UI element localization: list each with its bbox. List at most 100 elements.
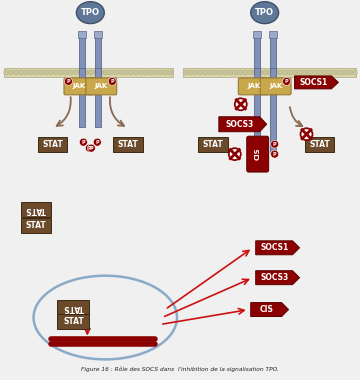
FancyBboxPatch shape [21, 203, 50, 217]
Text: STAT: STAT [202, 140, 223, 149]
Circle shape [337, 70, 342, 75]
Text: JAK: JAK [269, 83, 282, 89]
Circle shape [143, 70, 148, 75]
FancyBboxPatch shape [198, 137, 228, 152]
Circle shape [80, 138, 87, 146]
Circle shape [248, 70, 253, 75]
Circle shape [108, 70, 113, 75]
Text: P: P [285, 79, 288, 84]
Bar [270, 35, 276, 73]
Circle shape [307, 70, 312, 75]
Circle shape [233, 70, 238, 75]
FancyBboxPatch shape [113, 137, 143, 152]
Circle shape [188, 70, 193, 75]
Circle shape [288, 70, 293, 75]
Text: P: P [82, 140, 85, 145]
Circle shape [263, 70, 268, 75]
Circle shape [218, 70, 223, 75]
Circle shape [64, 78, 72, 86]
Text: TPO: TPO [255, 8, 274, 17]
Text: TPO: TPO [81, 8, 100, 17]
Circle shape [228, 70, 233, 75]
FancyBboxPatch shape [86, 78, 117, 95]
Circle shape [352, 70, 357, 75]
Circle shape [183, 70, 188, 75]
Circle shape [24, 70, 28, 75]
Polygon shape [256, 241, 300, 255]
Circle shape [318, 70, 323, 75]
FancyBboxPatch shape [247, 136, 269, 172]
Text: SOCS1: SOCS1 [300, 78, 328, 87]
Circle shape [63, 70, 68, 75]
Circle shape [271, 150, 279, 158]
Circle shape [49, 70, 54, 75]
Circle shape [54, 70, 58, 75]
Text: TATS: TATS [63, 303, 84, 312]
Circle shape [302, 70, 307, 75]
Bar [94, 30, 102, 38]
Circle shape [283, 78, 291, 86]
Circle shape [238, 70, 243, 75]
Circle shape [113, 70, 118, 75]
Circle shape [44, 70, 49, 75]
Circle shape [19, 70, 24, 75]
Circle shape [98, 70, 103, 75]
Text: STAT: STAT [42, 140, 63, 149]
Ellipse shape [251, 2, 279, 24]
Circle shape [87, 144, 95, 152]
Circle shape [273, 70, 278, 75]
Circle shape [28, 70, 33, 75]
Circle shape [271, 140, 279, 148]
Text: SOCS1: SOCS1 [261, 243, 289, 252]
FancyBboxPatch shape [305, 137, 334, 152]
Polygon shape [219, 117, 267, 132]
Circle shape [223, 70, 228, 75]
FancyBboxPatch shape [37, 137, 67, 152]
Bar [254, 68, 260, 152]
Circle shape [39, 70, 44, 75]
Bar [95, 68, 101, 127]
Text: P: P [273, 142, 276, 147]
Text: JAK: JAK [247, 83, 260, 89]
Circle shape [347, 70, 352, 75]
Bar [95, 35, 101, 73]
Circle shape [268, 70, 273, 75]
Bar [80, 35, 85, 73]
Circle shape [158, 70, 163, 75]
Circle shape [328, 70, 332, 75]
Circle shape [85, 144, 93, 152]
FancyBboxPatch shape [58, 300, 89, 315]
Circle shape [58, 70, 63, 75]
Bar [269, 30, 276, 38]
FancyBboxPatch shape [238, 78, 269, 95]
Polygon shape [251, 302, 289, 317]
FancyBboxPatch shape [64, 78, 95, 95]
Circle shape [235, 98, 247, 110]
Text: P: P [273, 152, 276, 157]
Circle shape [213, 70, 218, 75]
Bar [80, 68, 85, 127]
Circle shape [193, 70, 198, 75]
Circle shape [33, 70, 39, 75]
Text: P: P [90, 146, 93, 151]
Circle shape [4, 70, 9, 75]
Circle shape [253, 70, 258, 75]
Circle shape [278, 70, 283, 75]
Circle shape [73, 70, 78, 75]
Circle shape [123, 70, 128, 75]
Text: P: P [67, 79, 70, 84]
FancyBboxPatch shape [21, 218, 50, 233]
Circle shape [301, 128, 312, 140]
Bar [270, 68, 276, 152]
Circle shape [93, 70, 98, 75]
Circle shape [168, 70, 173, 75]
Circle shape [198, 70, 203, 75]
Text: SOCS3: SOCS3 [261, 273, 289, 282]
Circle shape [84, 70, 88, 75]
Text: P: P [87, 146, 91, 151]
Circle shape [148, 70, 153, 75]
Circle shape [133, 70, 138, 75]
Circle shape [88, 70, 93, 75]
Text: JAK: JAK [95, 83, 108, 89]
Circle shape [68, 70, 73, 75]
